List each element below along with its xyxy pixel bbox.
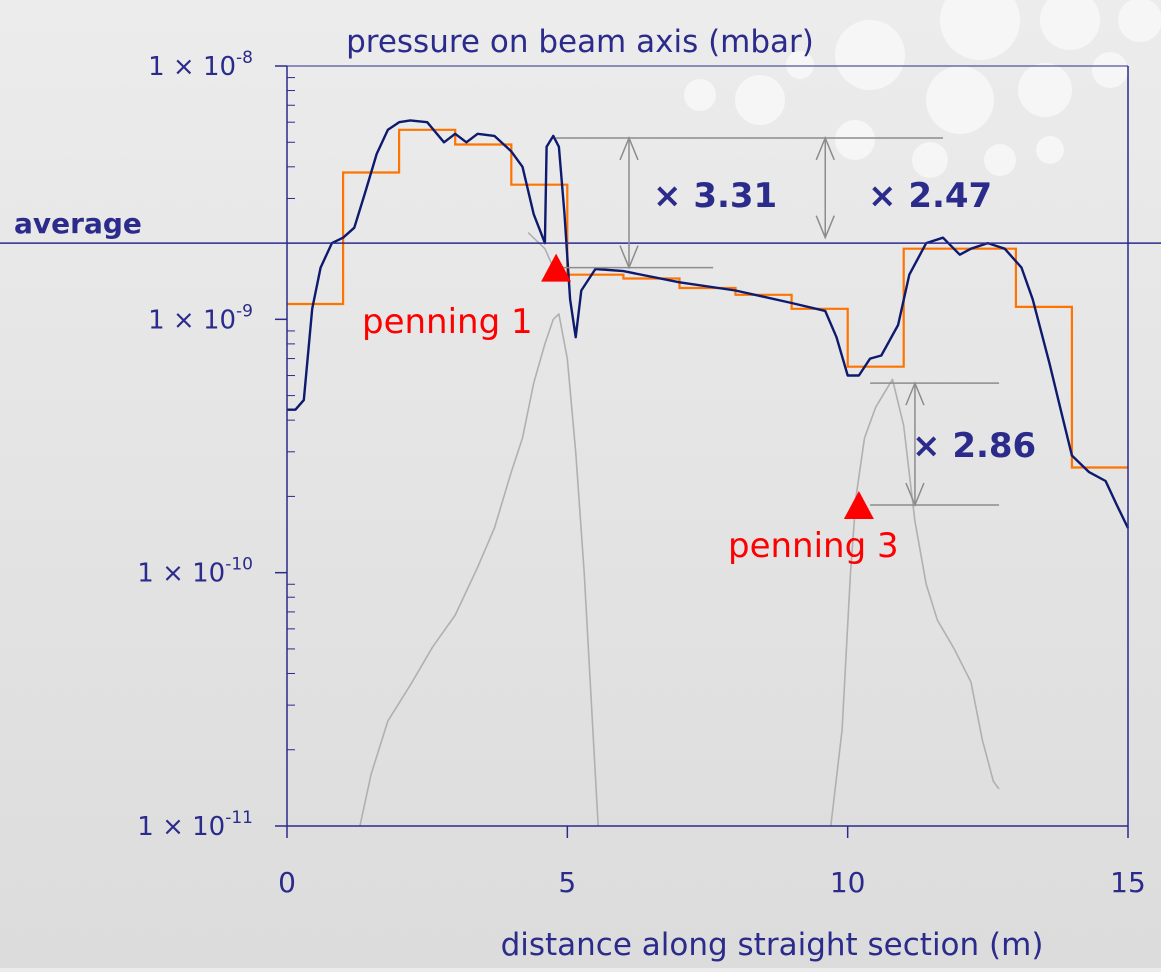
ratio-label: × 3.31 bbox=[653, 176, 777, 216]
decoration-dot bbox=[1018, 63, 1072, 117]
series-pressure-profile bbox=[287, 119, 1130, 529]
arrow-head bbox=[619, 135, 639, 161]
decoration-dot bbox=[912, 142, 948, 178]
x-tick-label: 0 bbox=[278, 866, 296, 899]
x-tick-label: 10 bbox=[830, 866, 866, 899]
arrow-head bbox=[619, 245, 639, 270]
decoration-dot bbox=[1118, 0, 1161, 42]
penning-marker bbox=[541, 253, 572, 282]
background-decoration bbox=[684, 0, 1161, 178]
text-layer: 1 × 10-8 1 × 10-9 1 × 10-10 1 × 10-11 0 5 10 15… bbox=[14, 24, 1146, 963]
ratio-label: × 2.47 bbox=[868, 176, 992, 216]
decoration-dot bbox=[786, 51, 814, 79]
arrow-head bbox=[815, 135, 835, 161]
ratio-label: × 2.86 bbox=[912, 426, 1036, 466]
y-tick-label: 1 × 10-8 bbox=[148, 48, 253, 82]
y-tick-label: 1 × 10-10 bbox=[137, 555, 253, 589]
decoration-dot bbox=[684, 79, 716, 111]
decoration-dot bbox=[984, 144, 1016, 176]
arrow-head bbox=[815, 215, 835, 240]
decoration-dot bbox=[1092, 52, 1128, 88]
chart-title: pressure on beam axis (mbar) bbox=[346, 24, 814, 60]
penning-label: penning 3 bbox=[728, 526, 899, 566]
arrow-head bbox=[905, 381, 925, 406]
arrow-head bbox=[905, 482, 925, 507]
x-tick-label: 5 bbox=[558, 866, 576, 899]
penning-label: penning 1 bbox=[362, 302, 533, 342]
decoration-dot bbox=[926, 66, 994, 134]
axes-layer bbox=[0, 65, 1161, 838]
decoration-dot bbox=[835, 120, 875, 160]
decoration-dot bbox=[1036, 136, 1064, 164]
decoration-dot bbox=[735, 75, 785, 125]
x-axis-title: distance along straight section (m) bbox=[501, 927, 1044, 963]
decoration-dot bbox=[940, 0, 1020, 60]
decoration-dot bbox=[1040, 0, 1100, 50]
y-tick-label: 1 × 10-11 bbox=[137, 808, 253, 842]
annotation-layer bbox=[541, 135, 1000, 519]
average-label: average bbox=[14, 207, 142, 240]
decoration-dot bbox=[835, 20, 905, 90]
series-layer bbox=[287, 119, 1130, 827]
x-tick-label: 15 bbox=[1110, 866, 1146, 899]
penning-marker bbox=[843, 490, 874, 519]
series-pump-3-contribution bbox=[830, 378, 1000, 827]
y-tick-label: 1 × 10-9 bbox=[148, 301, 253, 335]
series-pump-1-contribution bbox=[359, 313, 599, 827]
